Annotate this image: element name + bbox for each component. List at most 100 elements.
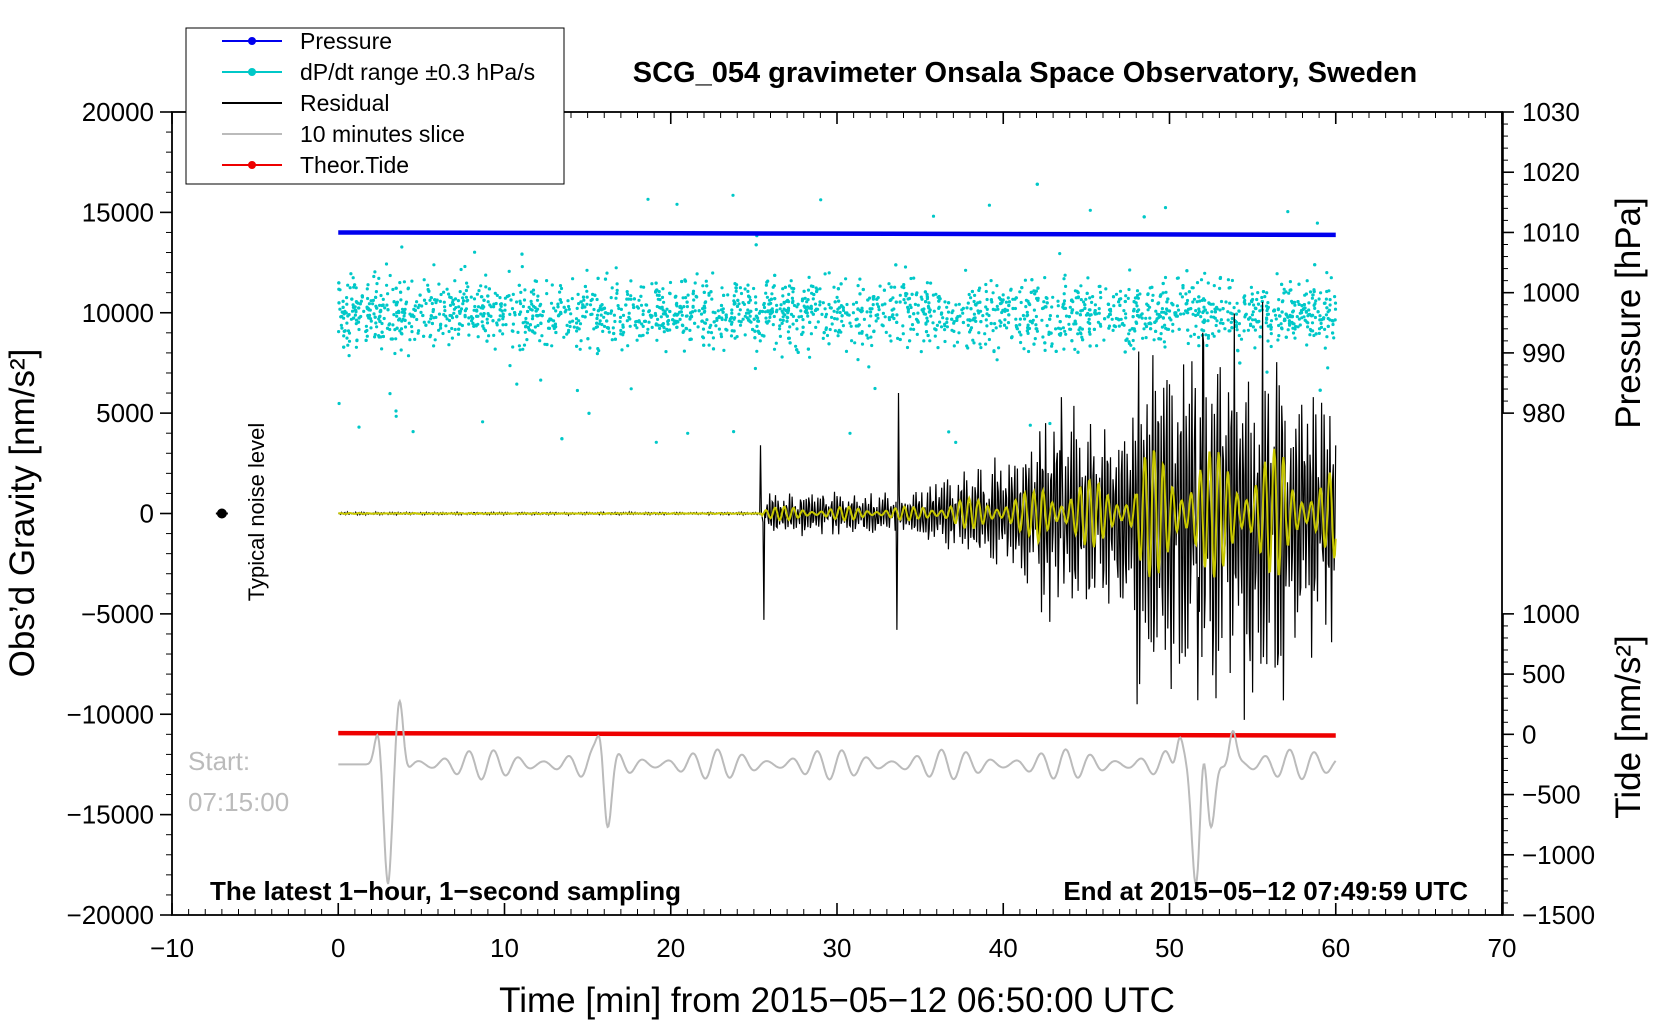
dpdt-point	[538, 339, 542, 343]
dpdt-point	[621, 325, 625, 329]
dpdt-point	[1249, 323, 1253, 327]
dpdt-point	[676, 320, 680, 324]
dpdt-point	[566, 299, 570, 303]
dpdt-point	[1045, 301, 1049, 305]
dpdt-point	[1326, 324, 1330, 328]
dpdt-point	[427, 320, 431, 324]
dpdt-point	[471, 316, 475, 320]
dpdt-point	[518, 312, 522, 316]
dpdt-point	[910, 323, 915, 327]
dpdt-point	[969, 296, 973, 300]
dpdt-point	[413, 304, 417, 308]
dpdt-point	[388, 273, 392, 278]
dpdt-point	[908, 303, 912, 307]
dpdt-point	[1297, 317, 1301, 321]
dpdt-point	[1130, 327, 1134, 331]
dpdt-point	[626, 344, 630, 348]
dpdt-point	[833, 317, 837, 321]
dpdt-point	[345, 336, 349, 340]
dpdt-point	[575, 306, 579, 310]
dpdt-point	[399, 327, 404, 331]
dpdt-point	[467, 316, 471, 320]
dpdt-point	[1211, 332, 1215, 336]
dpdt-point	[1079, 309, 1083, 313]
dpdt-point	[1290, 320, 1294, 324]
dpdt-point	[1026, 326, 1030, 330]
dpdt-point	[892, 316, 896, 321]
dpdt-point	[1088, 208, 1092, 212]
dpdt-point	[1319, 318, 1324, 322]
dpdt-point	[1127, 332, 1131, 336]
dpdt-point	[916, 320, 920, 324]
dpdt-point	[809, 332, 814, 336]
dpdt-point	[1291, 310, 1295, 314]
dpdt-point	[1083, 303, 1087, 307]
dpdt-point	[603, 277, 608, 281]
dpdt-point	[1236, 348, 1240, 352]
dpdt-point	[586, 337, 590, 341]
dpdt-point	[1206, 334, 1211, 338]
dpdt-point	[531, 314, 535, 318]
dpdt-point	[1064, 284, 1068, 288]
dpdt-point	[1088, 296, 1092, 300]
legend-entry: 10 minutes slice	[222, 121, 465, 147]
dpdt-point	[1076, 332, 1080, 336]
dpdt-point	[403, 318, 407, 322]
dpdt-point	[979, 320, 983, 324]
dpdt-point	[680, 279, 684, 284]
dpdt-point	[1255, 320, 1260, 324]
dpdt-point	[955, 340, 960, 344]
dpdt-point	[1087, 327, 1091, 331]
dpdt-point	[369, 326, 373, 330]
dpdt-point	[838, 310, 842, 315]
dpdt-point	[489, 314, 493, 318]
dpdt-point	[1029, 290, 1033, 294]
dpdt-point	[1078, 331, 1082, 335]
dpdt-point	[654, 440, 658, 444]
dpdt-point	[746, 289, 750, 293]
dpdt-point	[977, 288, 981, 292]
dpdt-point	[906, 307, 911, 312]
dpdt-point	[881, 311, 886, 315]
dpdt-point	[970, 289, 975, 294]
dpdt-point	[501, 323, 505, 327]
dpdt-point	[722, 293, 726, 297]
dpdt-point	[684, 314, 689, 318]
dpdt-point	[782, 300, 786, 304]
dpdt-point	[869, 314, 873, 318]
dpdt-point	[1226, 278, 1230, 282]
dpdt-point	[658, 298, 662, 302]
dpdt-point	[595, 297, 599, 302]
dpdt-point	[786, 306, 791, 310]
dpdt-point	[919, 350, 923, 354]
dpdt-point	[1280, 300, 1284, 304]
dpdt-point	[998, 319, 1002, 323]
dpdt-point	[527, 305, 531, 309]
dpdt-point	[1095, 344, 1099, 348]
dpdt-point	[465, 281, 469, 285]
dpdt-point	[888, 298, 892, 302]
dpdt-point	[772, 314, 776, 319]
dpdt-point	[457, 305, 461, 309]
dpdt-point	[717, 327, 722, 331]
dpdt-point	[738, 286, 743, 290]
dpdt-point	[487, 334, 491, 338]
legend-label: 10 minutes slice	[300, 121, 465, 147]
dpdt-point	[787, 336, 791, 340]
dpdt-point	[1302, 315, 1306, 319]
dpdt-point	[860, 342, 865, 346]
dpdt-point	[700, 319, 704, 323]
dpdt-point	[1276, 338, 1280, 342]
dpdt-point	[934, 292, 938, 296]
dpdt-point	[824, 315, 828, 319]
dpdt-point	[1286, 315, 1290, 319]
dpdt-point	[475, 309, 479, 313]
dpdt-point	[739, 291, 744, 296]
dpdt-point	[351, 303, 355, 307]
dpdt-point	[668, 291, 672, 295]
dpdt-point	[1019, 340, 1023, 345]
dpdt-point	[554, 309, 558, 313]
dpdt-point	[796, 350, 800, 354]
dpdt-point	[1306, 325, 1310, 329]
dpdt-point	[429, 296, 433, 300]
